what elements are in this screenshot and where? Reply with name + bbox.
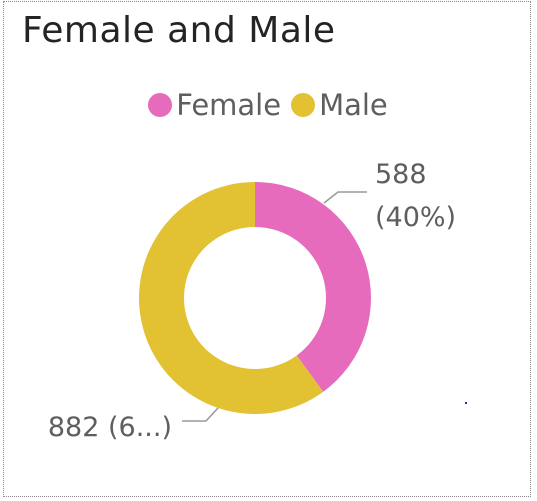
donut-slices <box>139 181 371 414</box>
legend-item-male[interactable]: Male <box>291 88 388 122</box>
leader-line-female <box>323 191 367 204</box>
stray-pixel <box>465 402 467 404</box>
legend-marker-male <box>291 93 316 117</box>
data-label-male: 882 (6...) <box>48 412 172 443</box>
leader-line-male <box>182 407 219 422</box>
data-label-female-percent: (40%) <box>375 202 456 233</box>
legend-label-female: Female <box>176 88 282 122</box>
legend-item-female[interactable]: Female <box>148 88 281 122</box>
chart-title: Female and Male <box>22 10 336 51</box>
donut-slice-male[interactable] <box>139 181 324 414</box>
legend-marker-female <box>148 93 173 117</box>
chart-card: Female and Male Female Male <box>3 1 531 497</box>
data-label-female-value: 588 <box>375 159 427 190</box>
donut-slice-female[interactable] <box>255 182 371 392</box>
chart-legend: Female Male <box>4 88 532 122</box>
legend-label-male: Male <box>319 88 388 122</box>
